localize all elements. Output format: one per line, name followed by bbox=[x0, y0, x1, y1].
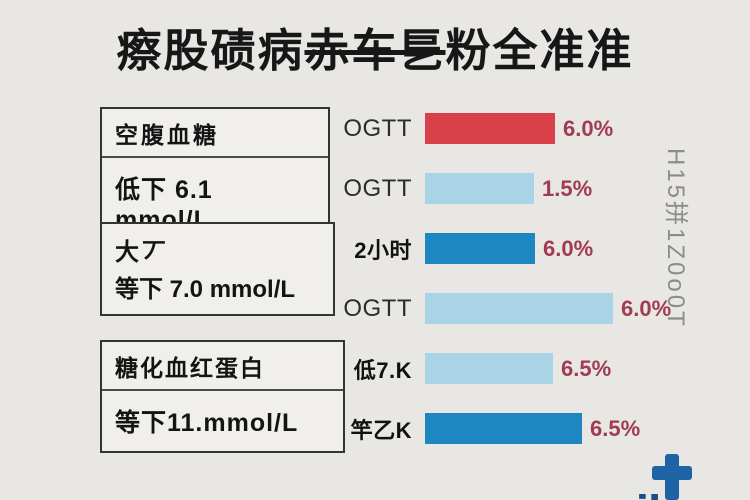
bar bbox=[425, 293, 613, 324]
page-title: 瘵股碛病赤车乬粉全准准 bbox=[0, 14, 750, 79]
bar-value-label: 6.0% bbox=[621, 295, 672, 321]
bar-value-label: 6.0% bbox=[563, 115, 614, 141]
threshold-box: 大丆 等下 7.0 mmol/L bbox=[100, 222, 335, 316]
bar-label: 低7.K bbox=[353, 357, 412, 383]
chart-row: OGTT 1.5% bbox=[340, 173, 592, 204]
threshold-line1: 大丆 bbox=[115, 239, 169, 266]
title-part2: 粉全准准 bbox=[445, 25, 634, 76]
threshold-line2: 等下 7.0 mmol/L bbox=[115, 276, 296, 303]
title-struck-part: 赤车乬 bbox=[304, 25, 446, 76]
bar bbox=[425, 413, 582, 444]
hba1c-value: 等下11.mmol/L bbox=[115, 409, 299, 437]
logo-letters: cihs bbox=[610, 486, 750, 500]
bar bbox=[425, 173, 534, 204]
chart-row: 2小时 6.0% bbox=[340, 233, 593, 264]
bar-value-label: 6.0% bbox=[543, 235, 594, 261]
bar bbox=[425, 353, 553, 384]
bar-label: OGTT bbox=[343, 114, 412, 142]
bar-label: OGTT bbox=[343, 294, 412, 322]
bar-label: 竿乙K bbox=[350, 417, 412, 443]
chart-row: OGTT 6.0% bbox=[340, 113, 613, 144]
bar bbox=[425, 233, 535, 264]
bar-value-label: 6.5% bbox=[561, 355, 612, 381]
bar-label: OGTT bbox=[343, 174, 412, 202]
medical-logo: cihs bbox=[600, 448, 750, 500]
chart-row: 竿乙K 6.5% bbox=[340, 413, 640, 444]
chart-row: 低7.K 6.5% bbox=[340, 353, 611, 384]
bar-value-label: 6.5% bbox=[590, 415, 641, 441]
side-watermark-text: H15拼1Z0o0T bbox=[662, 148, 689, 329]
hba1c-header: 糖化血红蛋白 bbox=[102, 342, 343, 391]
title-part1: 瘵股碛病 bbox=[116, 25, 305, 76]
chart-row: OGTT 6.0% bbox=[340, 293, 671, 324]
medical-cross-icon bbox=[652, 454, 692, 500]
bar-value-label: 1.5% bbox=[542, 175, 593, 201]
hba1c-box: 糖化血红蛋白 等下11.mmol/L bbox=[100, 340, 345, 453]
bar-label: 2小时 bbox=[354, 237, 412, 263]
fasting-glucose-header: 空腹血糖 bbox=[102, 109, 328, 158]
bar bbox=[425, 113, 555, 144]
